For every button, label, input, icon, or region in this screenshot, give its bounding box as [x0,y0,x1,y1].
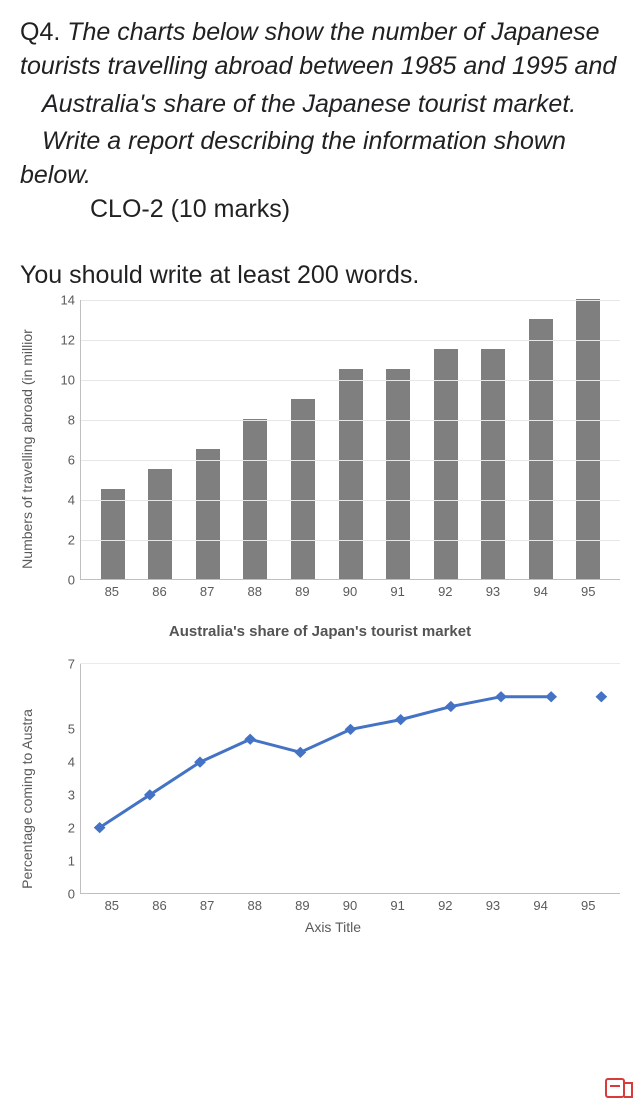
bar [243,419,267,579]
line-chart-ytick: 7 [55,656,75,671]
bar [196,449,220,579]
bar-chart-xtick: 95 [564,584,612,599]
word-count-instruction: You should write at least 200 words. [20,261,620,290]
question-task-line: Write a report describing the informatio… [20,125,620,226]
bar-chart-ytick: 4 [51,492,75,507]
bar-chart-ytick: 12 [51,332,75,347]
bar-chart-ytick: 6 [51,452,75,467]
line-chart-xticks: 8586878889909192939495 [80,894,620,913]
question-prefix: Q4. [20,18,67,46]
line-chart-ytick: 3 [55,787,75,802]
line-chart-plot-area: 0123457 [80,664,620,894]
bar [291,399,315,579]
bar-chart-ytick: 8 [51,412,75,427]
question-prompt-2: Australia's share of the Japanese touris… [20,88,620,122]
line-chart-marker [345,723,357,734]
line-chart-xtick: 90 [326,898,374,913]
line-chart-marker [395,713,407,724]
line-chart-marker [545,691,557,702]
line-chart-ytick: 4 [55,755,75,770]
bar-chart-xtick: 85 [88,584,136,599]
bar-chart-xtick: 87 [183,584,231,599]
line-chart-xtick: 91 [374,898,422,913]
line-chart-xtick: 86 [136,898,184,913]
question-task: Write a report describing the informatio… [20,125,620,193]
line-chart-xtick: 85 [88,898,136,913]
line-chart-marker [244,733,256,744]
bar [434,349,458,579]
line-chart-svg [81,664,620,893]
line-chart-ytick: 2 [55,820,75,835]
line-chart-ytick: 5 [55,722,75,737]
bar-chart-ytick: 2 [51,532,75,547]
bar-chart-bars [81,300,620,579]
line-chart-xtick: 93 [469,898,517,913]
bar-chart-xtick: 93 [469,584,517,599]
line-chart-xaxis-title: Axis Title [46,919,620,935]
bar-chart-xtick: 88 [231,584,279,599]
bar-chart-xtick: 86 [136,584,184,599]
bar-chart-ytick: 10 [51,372,75,387]
bar-chart-xtick: 92 [421,584,469,599]
bar-chart-plot-area: 02468101214 [80,300,620,580]
line-chart-ylabel: Percentage coming to Austra [14,664,40,935]
line-chart-gap [80,646,620,664]
line-chart-marker [445,700,457,711]
line-chart-xtick: 88 [231,898,279,913]
line-chart-marker [595,691,607,702]
document-icon [604,1077,634,1104]
line-chart-ytick: 0 [55,886,75,901]
line-chart-xtick: 89 [279,898,327,913]
bar [386,369,410,579]
line-chart-marker [495,691,507,702]
question-prompt-1: The charts below show the number of Japa… [20,18,616,80]
line-chart-marker [294,746,306,757]
bar [148,469,172,579]
bar-chart-xtick: 94 [517,584,565,599]
bar [339,369,363,579]
bar-chart-xticks: 8586878889909192939495 [80,580,620,599]
bar-chart-ytick: 0 [51,572,75,587]
line-chart-xtick: 92 [421,898,469,913]
line-chart-xtick: 95 [564,898,612,913]
bar-chart-xtick: 90 [326,584,374,599]
line-chart-xtick: 94 [517,898,565,913]
bar [576,299,600,579]
bar-chart-ytick: 14 [51,292,75,307]
bar [481,349,505,579]
line-chart: Percentage coming to Austra 0123457 8586… [20,664,620,935]
bar [101,489,125,579]
question-line-1: Q4. The charts below show the number of … [20,16,620,84]
line-chart-ytick: 1 [55,853,75,868]
line-chart-title: Australia's share of Japan's tourist mar… [20,623,620,640]
bar-chart: Numbers of travelling abroad (in millior… [20,300,620,599]
bar-chart-xtick: 91 [374,584,422,599]
bar-chart-xtick: 89 [279,584,327,599]
line-chart-xtick: 87 [183,898,231,913]
bar-chart-ylabel: Numbers of travelling abroad (in millior [14,300,40,599]
question-marks: CLO-2 (10 marks) [90,195,290,223]
